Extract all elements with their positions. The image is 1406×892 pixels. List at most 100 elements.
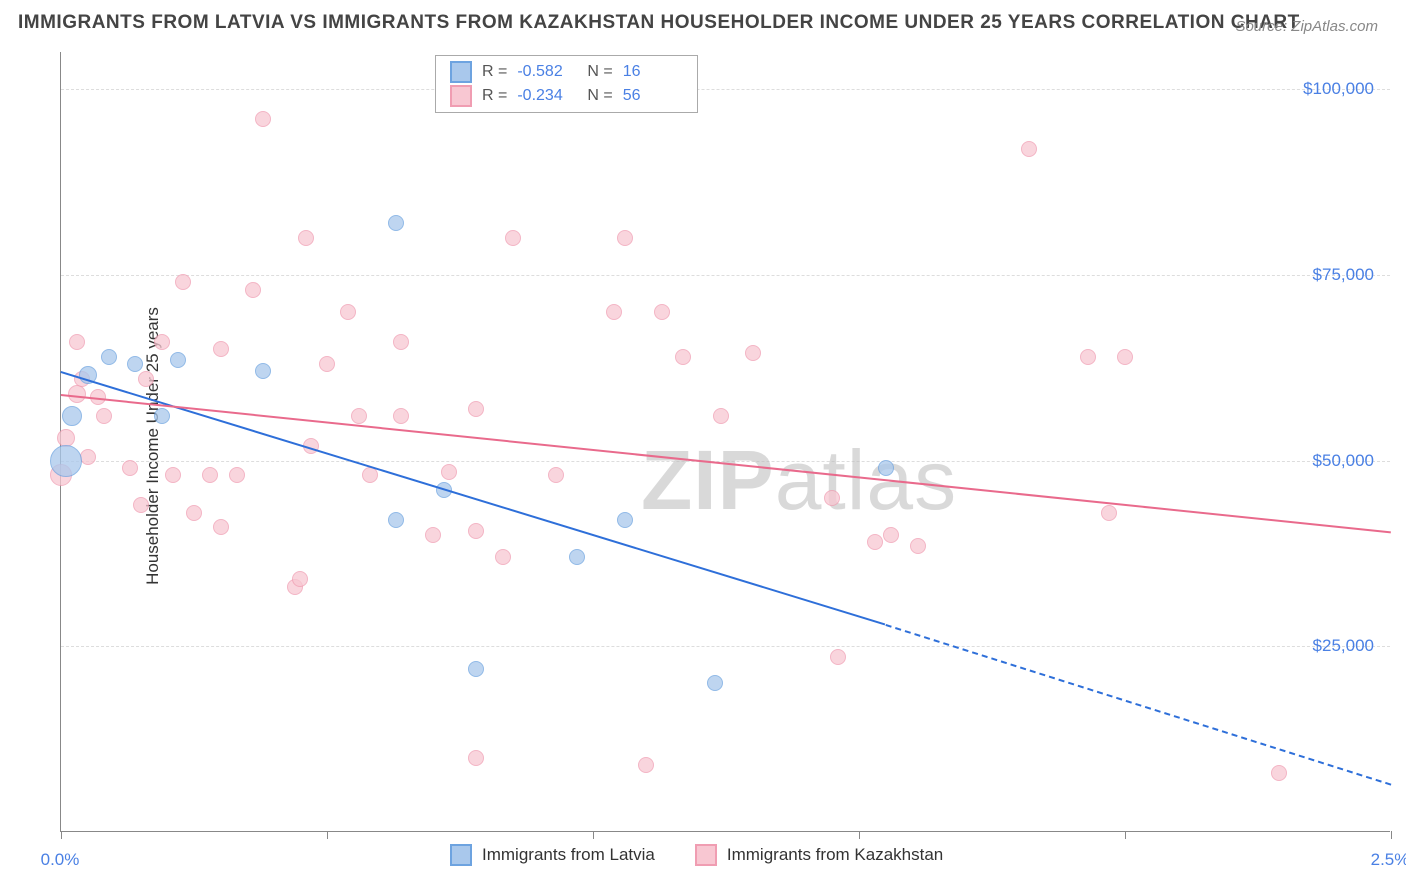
x-tick [1391,831,1392,839]
data-point [255,111,271,127]
x-tick [1125,831,1126,839]
data-point [362,467,378,483]
data-point [245,282,261,298]
data-point [713,408,729,424]
data-point [707,675,723,691]
x-tick-label: 2.5% [1371,850,1406,870]
data-point [867,534,883,550]
data-point [138,371,154,387]
corr-r-value: -0.582 [517,63,577,81]
data-point [468,750,484,766]
legend-label: Immigrants from Latvia [482,845,655,865]
data-point [654,304,670,320]
data-point [617,230,633,246]
data-point [468,661,484,677]
data-point [175,274,191,290]
data-point [1101,505,1117,521]
gridline [61,89,1390,90]
data-point [50,445,82,477]
data-point [351,408,367,424]
y-tick-label: $75,000 [1313,265,1374,285]
data-point [468,401,484,417]
data-point [186,505,202,521]
data-point [69,334,85,350]
legend-swatch [695,844,717,866]
data-point [468,523,484,539]
gridline [61,275,1390,276]
data-point [638,757,654,773]
data-point [298,230,314,246]
corr-n-label: N = [587,63,612,81]
data-point [1021,141,1037,157]
x-tick [327,831,328,839]
gridline [61,646,1390,647]
data-point [393,408,409,424]
data-point [133,497,149,513]
data-point [170,352,186,368]
source-label: Source: ZipAtlas.com [1235,18,1378,35]
corr-n-value: 16 [623,63,683,81]
data-point [165,467,181,483]
legend-item: Immigrants from Latvia [450,844,655,866]
data-point [255,363,271,379]
data-point [1271,765,1287,781]
correlation-row: R = -0.582 N = 16 [436,60,697,84]
data-point [1117,349,1133,365]
legend-label: Immigrants from Kazakhstan [727,845,943,865]
corr-r-label: R = [482,87,507,105]
data-point [878,460,894,476]
data-point [202,467,218,483]
data-point [910,538,926,554]
data-point [617,512,633,528]
legend-swatch [450,844,472,866]
data-point [606,304,622,320]
data-point [388,512,404,528]
data-point [68,385,86,403]
x-tick [61,831,62,839]
correlation-row: R =-0.234N =56 [436,84,697,108]
data-point [548,467,564,483]
corr-r-label: R = [482,63,507,81]
data-point [425,527,441,543]
legend-swatch [450,85,472,107]
data-point [62,406,82,426]
data-point [1080,349,1096,365]
data-point [96,408,112,424]
data-point [830,649,846,665]
series-legend: Immigrants from Latvia Immigrants from Ka… [450,844,943,866]
data-point [154,408,170,424]
data-point [340,304,356,320]
corr-n-value: 56 [623,87,683,105]
data-point [127,356,143,372]
gridline [61,461,1390,462]
data-point [229,467,245,483]
y-tick-label: $100,000 [1303,79,1374,99]
correlation-box: R =-0.582N =16R =-0.234N =56 [435,55,698,113]
data-point [441,464,457,480]
legend-item: Immigrants from Kazakhstan [695,844,943,866]
y-tick-label: $25,000 [1313,636,1374,656]
plot-area: $25,000 $50,000 $75,000 $100,000 ZIPatlas [60,52,1390,832]
watermark: ZIPatlas [641,432,957,529]
corr-r-value: -0.234 [517,87,577,105]
data-point [154,334,170,350]
data-point [505,230,521,246]
data-point [292,571,308,587]
data-point [101,349,117,365]
data-point [213,341,229,357]
x-tick [593,831,594,839]
data-point [388,215,404,231]
data-point [122,460,138,476]
y-tick-label: $50,000 [1313,451,1374,471]
data-point [495,549,511,565]
data-point [745,345,761,361]
data-point [319,356,335,372]
data-point [393,334,409,350]
data-point [213,519,229,535]
data-point [569,549,585,565]
x-tick-label: 0.0% [41,850,80,870]
data-point [675,349,691,365]
x-tick [859,831,860,839]
chart-title: IMMIGRANTS FROM LATVIA VS IMMIGRANTS FRO… [18,12,1300,34]
data-point [824,490,840,506]
